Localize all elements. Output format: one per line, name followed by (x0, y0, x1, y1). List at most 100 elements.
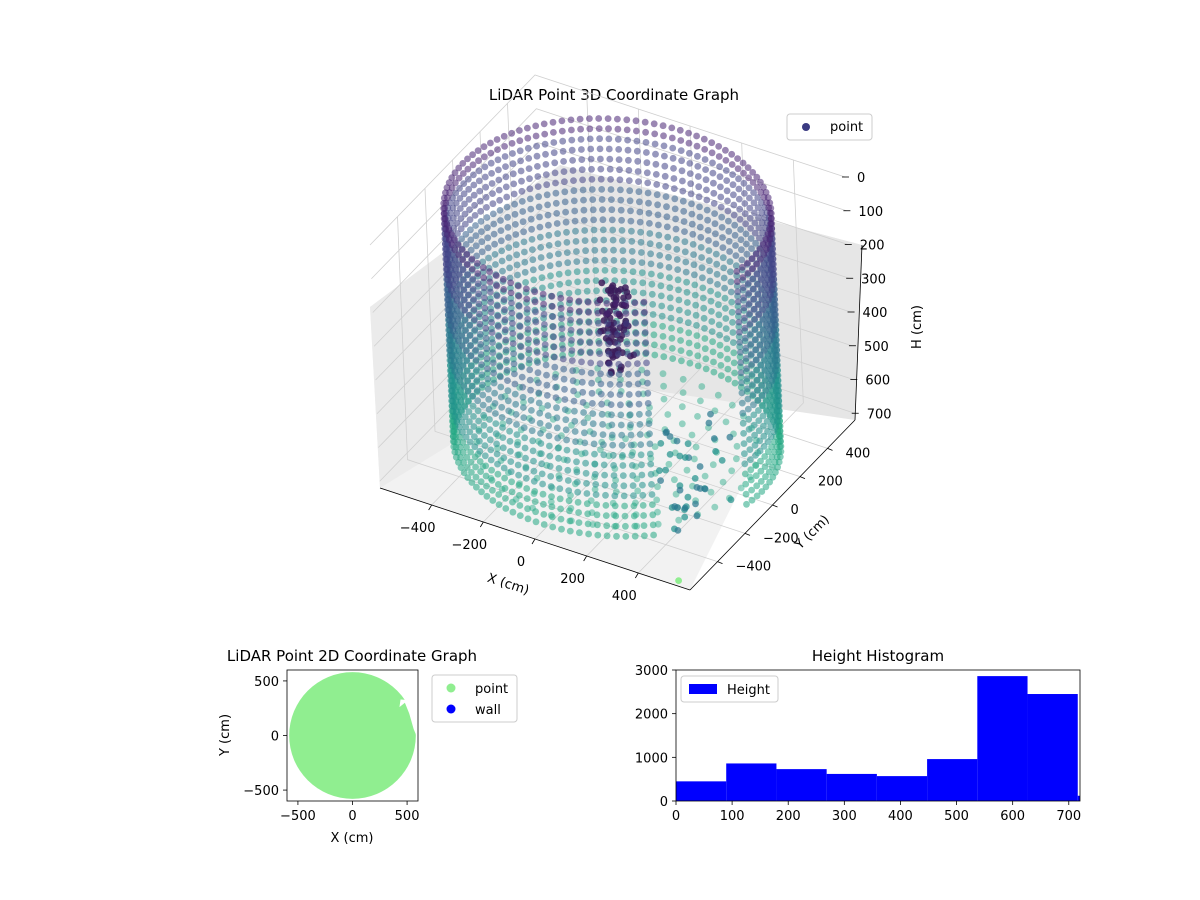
scatter-point-3d (611, 482, 618, 489)
scatter-point-3d (494, 312, 502, 320)
scatter-point-3d (519, 218, 527, 226)
scatter-point-3d (588, 379, 595, 387)
scatter-point-3d (475, 177, 483, 185)
scatter-point-3d (595, 319, 602, 327)
scatter-point-3d (629, 482, 637, 489)
scatter-point-3d (590, 430, 597, 438)
scatter-point-3d (531, 288, 539, 296)
scatter-point-3d (587, 359, 595, 367)
legend-frame-3d (786, 113, 873, 141)
scatter-point-3d (544, 201, 551, 209)
scatter-point-3d (543, 181, 551, 189)
scatter-point-3d (767, 433, 775, 441)
scatter-point-3d (760, 261, 768, 268)
scatter-point-3d (537, 430, 544, 437)
scatter-point-3d (663, 213, 671, 221)
scatter-point-3d (708, 318, 716, 325)
scatter-point-3d (639, 491, 647, 499)
scatter-point-3d (760, 183, 767, 191)
scatter-point-3d (562, 426, 570, 434)
scatter-point-3d (714, 291, 722, 298)
scatter-point-3d (762, 311, 770, 319)
scatter-point-3d (567, 316, 574, 324)
scatter-point-3d (591, 236, 598, 244)
scatter-point-3d (467, 226, 474, 234)
scatter-point-3d (600, 236, 608, 244)
scatter-point-3d (662, 193, 670, 201)
scatter-point-3d (587, 155, 595, 163)
scatter-point-3d (510, 190, 518, 198)
scatter-point-3d (685, 139, 693, 147)
scatter-point-3d (525, 155, 533, 162)
scatter-point-3d (490, 230, 498, 238)
scatter-point-3d (489, 497, 497, 504)
scatter-point-3d (508, 299, 515, 307)
scatter-point-3d (494, 146, 501, 154)
scatter-point-3d (520, 398, 527, 406)
scatter-point-3d (752, 472, 760, 480)
scatter-point-3d (536, 213, 543, 221)
scatter-point-3d (708, 139, 716, 147)
scatter-point-3d (609, 236, 617, 244)
scatter-point-3d (746, 204, 754, 212)
scatter-point-3d (617, 421, 625, 429)
scatter-point-3d (480, 411, 487, 419)
scatter-point-3d (770, 362, 777, 370)
scatter-point-3d (451, 322, 459, 330)
scatter-point-3d (591, 257, 599, 264)
x-tick-3d (583, 555, 588, 562)
scatter-point-3d (731, 369, 738, 377)
scatter-point-3d (651, 351, 659, 359)
scatter-point-3d (589, 410, 597, 417)
scatter-point-3d (547, 272, 554, 280)
histogram-bar (726, 763, 777, 801)
scatter-point-3d (646, 440, 654, 448)
scatter-point-3d (593, 501, 600, 509)
scatter-point-3d (654, 201, 661, 209)
scatter-point-3d (472, 222, 479, 229)
scatter-point-3d (697, 244, 705, 251)
scatter-point-3d (668, 324, 675, 332)
scatter-point-3d (452, 179, 459, 187)
scatter-point-3d (746, 194, 753, 202)
scatter-point-3d (715, 143, 723, 150)
scatter-point-3d (482, 472, 490, 480)
scatter-point-3d (606, 155, 614, 163)
scatter-point-3d (744, 385, 751, 393)
scatter-point-3d (549, 313, 557, 320)
scatter-point-3d (668, 134, 676, 142)
scatter-point-3d (749, 391, 757, 399)
scatter-point-3d (531, 488, 539, 495)
scatter-point-3d (493, 450, 501, 458)
scatter-point-3d (598, 400, 606, 408)
scatter-point-3d (492, 410, 499, 417)
y-tick-3d (717, 561, 723, 565)
scatter-point-3d (549, 323, 557, 331)
scatter-point-3d (619, 462, 627, 469)
scatter-point-3d (510, 350, 517, 357)
histogram-bar (1077, 795, 1080, 801)
scatter-point-3d (672, 225, 680, 233)
scatter-point-3d (551, 373, 559, 381)
scatter-point-3d (517, 353, 525, 361)
point-cloud-group-2d (289, 672, 418, 799)
scatter-point-3d (657, 272, 664, 280)
scatter-point-3d (538, 274, 546, 282)
scatter-point-3d (480, 284, 488, 292)
scatter-point-3d (726, 258, 734, 265)
scatter-point-3d (695, 183, 703, 191)
scatter-point-3d (748, 255, 756, 262)
scatter-point-3d (687, 180, 695, 188)
scatter-point-3d (647, 250, 654, 258)
scatter-point-3d (477, 351, 485, 358)
scatter-point-3d (645, 209, 653, 217)
scatter-point-3d (536, 223, 544, 231)
scatter-point-3d (581, 449, 589, 457)
scatter-point-3d (621, 502, 628, 510)
scatter-point-3d (596, 360, 604, 368)
scatter-point-3d (644, 400, 652, 407)
scatter-point-3d (599, 226, 607, 234)
scatter-point-3d (536, 409, 544, 417)
scatter-point-3d (627, 421, 634, 429)
scatter-point-3d (589, 400, 596, 407)
